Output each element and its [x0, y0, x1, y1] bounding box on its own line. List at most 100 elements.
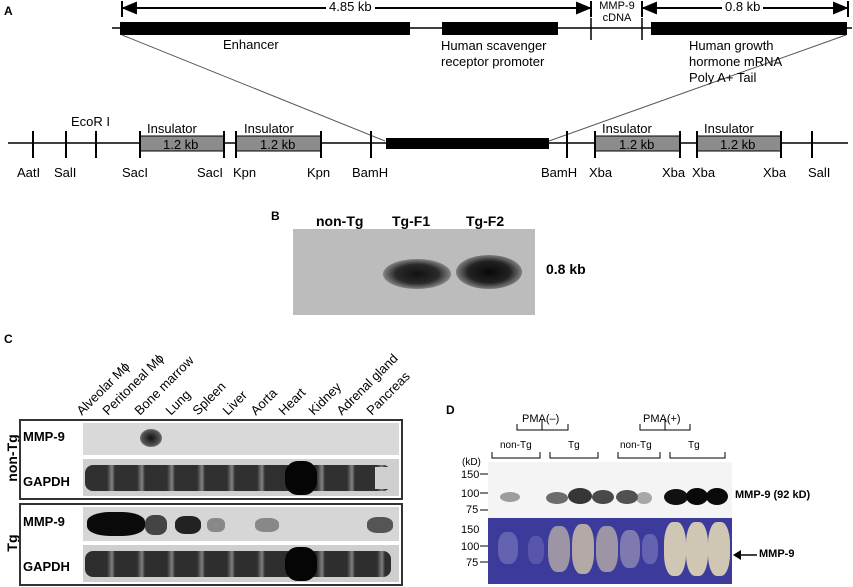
tissue-label: Spleen [189, 378, 229, 418]
band [568, 488, 592, 504]
d-non-tg-label: non-Tg [620, 440, 652, 451]
lysis-band [642, 534, 658, 564]
site-kpn: Kpn [233, 165, 257, 180]
promoter-label: Human scavenger receptor promoter [441, 38, 547, 70]
band [616, 490, 638, 504]
band [706, 488, 728, 505]
band [85, 465, 391, 491]
band [285, 461, 317, 495]
row-label-gapdh: GAPDH [23, 474, 70, 489]
d-tg-label: Tg [568, 440, 580, 451]
panel-c-letter: C [4, 332, 13, 346]
site-bamh: BamH [541, 165, 578, 180]
insulator-size: 1.2 kb [163, 137, 199, 152]
pma-minus-label: PMA(–) [522, 413, 560, 425]
dimension-mid-label: MMP-9 cDNA [593, 0, 641, 24]
polya-label-line1: Human growth [689, 38, 774, 53]
band [592, 490, 614, 504]
site-xba: Xba [662, 165, 686, 180]
panel-b-letter: B [271, 209, 280, 223]
kd-tick: 75 [466, 504, 479, 516]
insulator-label: Insulator [147, 121, 197, 136]
site-bamh: BamH [352, 165, 389, 180]
lysis-band [664, 522, 686, 576]
promoter-label-line1: Human scavenger [441, 38, 547, 53]
tg-gapdh-strip [83, 545, 399, 582]
insulator-size: 1.2 kb [260, 137, 296, 152]
pma-plus-label: PMA(+) [643, 413, 681, 425]
lysis-band [498, 532, 518, 564]
ecori-label: EcoR I [71, 114, 111, 129]
site-xba: Xba [589, 165, 613, 180]
band [500, 492, 520, 502]
lysis-band [528, 536, 544, 564]
lane-tg-f1: Tg-F1 [392, 213, 431, 229]
insulator-label: Insulator [602, 121, 652, 136]
site-sacl: SacI [197, 165, 224, 180]
lysis-band [572, 524, 594, 574]
polya-label-line2: hormone mRNA [689, 54, 783, 69]
dimension-right-label: 0.8 kb [722, 0, 764, 13]
tissue-label: Aorta [247, 385, 280, 418]
panel-d-letter: D [446, 403, 455, 417]
non-tg-mmp9-strip [83, 423, 399, 455]
dimension-left-label: 4.85 kb [326, 0, 375, 13]
band [255, 518, 279, 532]
row-label-gapdh: GAPDH [23, 559, 70, 574]
group-tg: Tg [4, 534, 20, 552]
enhancer-label: Enhancer [223, 37, 279, 52]
kd-unit-label: (kD) [462, 457, 481, 468]
row-label-mmp9: MMP-9 [23, 514, 65, 529]
band [87, 512, 145, 536]
band [636, 492, 652, 504]
site-aatl: AatI [17, 165, 41, 180]
tg-mmp9-strip [83, 507, 399, 541]
site-sall: SalI [54, 165, 77, 180]
band [207, 518, 225, 532]
lane-non-tg: non-Tg [316, 213, 364, 229]
lane-grouping-brackets [491, 420, 726, 459]
band [175, 516, 201, 534]
kd-tick: 150 [461, 469, 480, 481]
top-band-label: MMP-9 (92 kD) [735, 489, 811, 501]
southern-blot [293, 229, 535, 315]
band [375, 467, 397, 489]
lysis-band [708, 522, 730, 576]
polya-label-line3: Poly A+ Tail [689, 70, 757, 85]
insulator-size: 1.2 kb [720, 137, 756, 152]
site-kpn: Kpn [307, 165, 331, 180]
insulator-size: 1.2 kb [619, 137, 655, 152]
band [285, 547, 317, 581]
band-size-label: 0.8 kb [546, 261, 586, 277]
lane-tg-f2: Tg-F2 [466, 213, 505, 229]
site-xba: Xba [692, 165, 716, 180]
row-label-mmp9: MMP-9 [23, 429, 65, 444]
promoter-label-line2: receptor promoter [441, 54, 545, 69]
zymogram [488, 518, 732, 584]
band-tg-f1 [383, 259, 451, 289]
panel-a-letter: A [4, 4, 13, 18]
band [140, 429, 162, 447]
band [85, 551, 391, 577]
site-xba: Xba [763, 165, 787, 180]
site-sall: SalI [808, 165, 831, 180]
kd-tick: 100 [461, 488, 480, 500]
group-non-tg: non-Tg [4, 434, 20, 482]
lysis-band [686, 522, 708, 576]
insulator-label: Insulator [244, 121, 294, 136]
kd-tick: 75 [466, 557, 479, 569]
arrow-icon [733, 550, 757, 560]
d-tg-label: Tg [688, 440, 700, 451]
band-tg-f2 [456, 255, 522, 289]
tissue-label: Heart [275, 384, 309, 418]
band [367, 517, 393, 533]
insulator-label: Insulator [704, 121, 754, 136]
lysis-band [548, 526, 570, 572]
site-sacl: SacI [122, 165, 149, 180]
band [546, 492, 568, 504]
northern-non-tg: MMP-9 GAPDH [19, 419, 403, 500]
band [664, 489, 688, 505]
bottom-band-label: MMP-9 [759, 548, 795, 560]
kd-tick: 150 [461, 524, 480, 536]
mmp9-top-label: MMP-9 [599, 0, 635, 12]
